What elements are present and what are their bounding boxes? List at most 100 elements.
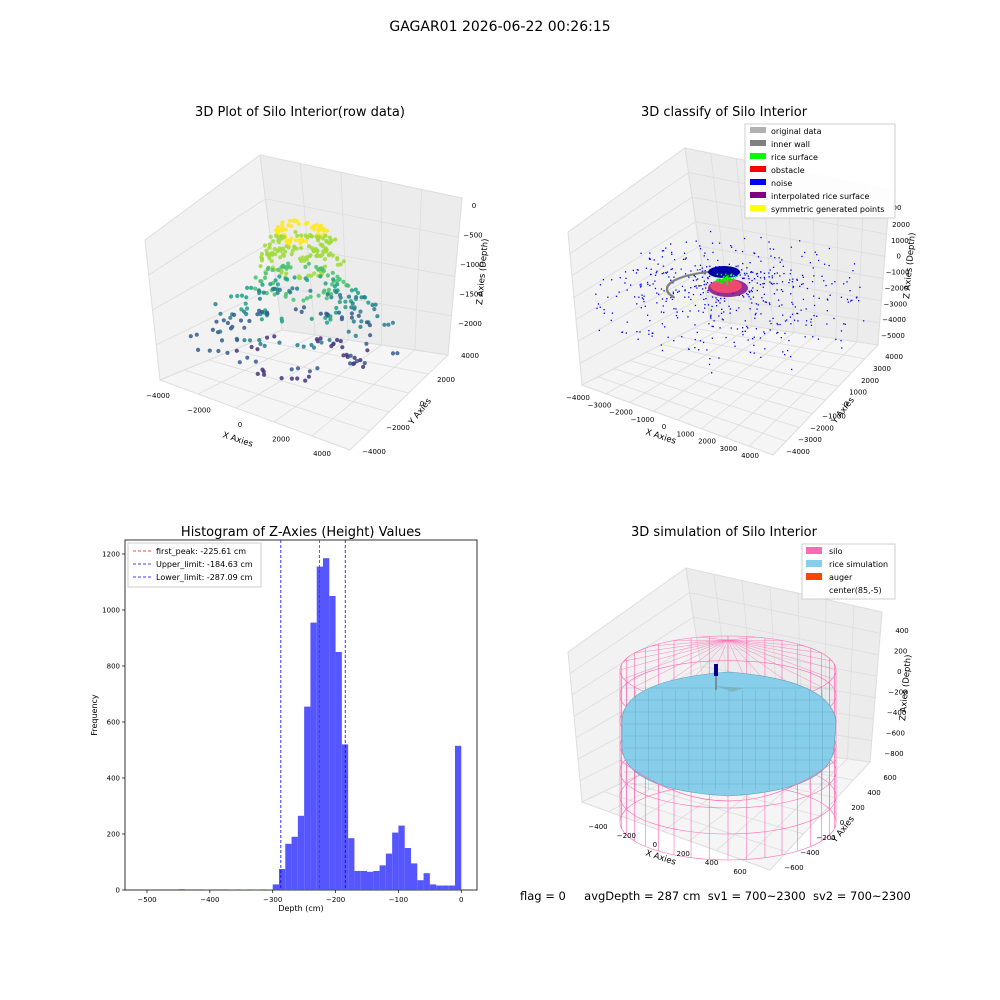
noise-point — [751, 290, 753, 293]
raw-point — [345, 283, 350, 288]
legend-label: obstacle — [771, 166, 805, 175]
histogram-bar — [404, 848, 411, 890]
raw-point — [311, 345, 317, 350]
noise-point — [641, 294, 643, 296]
raw-point — [295, 343, 300, 348]
noise-point — [742, 262, 744, 265]
raw-point — [354, 295, 359, 300]
legend-label: original data — [771, 127, 822, 136]
raw-point — [235, 337, 240, 343]
noise-point — [782, 265, 784, 267]
z-tick: 2000 — [892, 221, 910, 229]
x-tick: −2000 — [187, 407, 211, 415]
raw-point — [238, 318, 244, 323]
noise-point — [640, 252, 642, 254]
noise-point — [707, 291, 709, 293]
noise-point — [707, 258, 709, 261]
raw-point — [329, 344, 334, 349]
raw-point — [263, 271, 268, 276]
noise-point — [855, 297, 858, 299]
classify-points — [595, 230, 865, 374]
raw-point — [340, 345, 345, 350]
noise-point — [639, 286, 642, 288]
noise-point — [769, 329, 771, 331]
legend-label: silo — [829, 547, 843, 556]
silo-roof-wire — [651, 639, 729, 647]
noise-point — [647, 314, 649, 316]
simulation-legend-entries: silo rice simulation auger center(85,-5) — [806, 547, 888, 595]
raw-point — [301, 344, 306, 349]
noise-point — [818, 297, 820, 299]
z-tick: −500 — [463, 232, 482, 240]
noise-point — [743, 237, 746, 240]
noise-point — [654, 280, 656, 282]
legend-label: rice surface — [771, 153, 818, 162]
noise-point — [716, 299, 718, 301]
noise-point — [825, 284, 827, 287]
x-tick: −3000 — [588, 401, 612, 409]
noise-point — [773, 293, 776, 295]
raw-pane-floor — [158, 329, 450, 451]
raw-point — [275, 282, 280, 287]
noise-point — [770, 255, 772, 257]
y-tick: 1000 — [102, 607, 120, 615]
histogram-bar — [241, 889, 248, 890]
noise-point — [626, 289, 628, 291]
rice-surface-point — [725, 277, 727, 279]
raw-point — [386, 322, 391, 327]
raw-point — [255, 312, 260, 317]
noise-point — [715, 266, 717, 268]
noise-point — [755, 312, 757, 315]
noise-point — [772, 248, 775, 250]
raw-point — [221, 318, 226, 323]
rice-surface-point — [726, 281, 728, 284]
raw-point — [326, 287, 331, 292]
noise-point — [661, 250, 664, 252]
noise-point — [814, 251, 816, 253]
noise-point — [719, 327, 721, 329]
noise-point — [848, 277, 851, 279]
noise-point — [813, 314, 815, 317]
noise-point — [844, 323, 846, 325]
noise-point — [764, 332, 766, 335]
noise-point — [734, 345, 736, 347]
noise-point — [743, 277, 745, 279]
noise-point — [809, 262, 811, 264]
rice-surface-point — [714, 280, 717, 283]
raw-point — [188, 334, 193, 339]
histogram-bar — [379, 865, 386, 890]
raw-point — [286, 261, 291, 266]
noise-point — [692, 279, 695, 282]
raw-point — [256, 288, 261, 293]
noise-point — [763, 272, 766, 274]
noise-point — [859, 286, 861, 288]
raw-point — [358, 358, 363, 363]
noise-point — [597, 303, 600, 305]
noise-point — [717, 259, 719, 262]
raw-point — [268, 234, 273, 239]
raw-point — [314, 223, 320, 228]
noise-point — [744, 274, 746, 276]
rice-surface-point — [719, 279, 722, 282]
x-tick: 4000 — [741, 452, 759, 460]
y-tick: 1200 — [102, 551, 120, 559]
obstacle-cluster — [710, 279, 742, 293]
noise-point — [738, 307, 740, 309]
rice-surface-point — [729, 277, 732, 279]
histogram-bar — [442, 885, 449, 890]
noise-point — [709, 265, 711, 267]
classify-legend — [744, 123, 896, 219]
noise-point — [709, 230, 712, 233]
noise-point — [654, 287, 657, 290]
raw-point — [329, 295, 334, 300]
raw-point — [225, 320, 230, 326]
noise-point — [731, 246, 733, 248]
raw-point — [349, 315, 354, 320]
noise-point — [706, 266, 708, 268]
noise-point — [703, 284, 705, 286]
raw-point — [346, 329, 351, 334]
raw-point — [327, 337, 332, 343]
noise-point — [764, 301, 766, 303]
histogram-bar — [304, 706, 311, 890]
raw-point — [260, 282, 265, 287]
